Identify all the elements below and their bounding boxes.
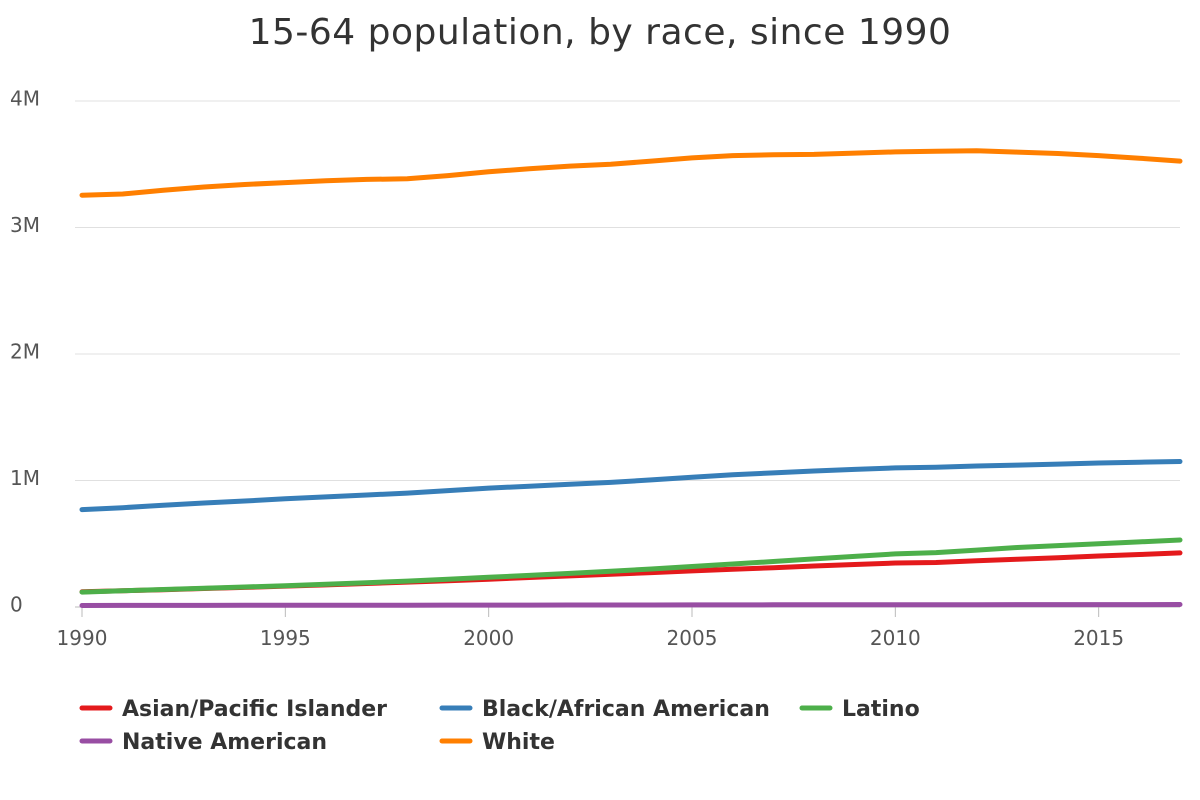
y-tick-label: 0 bbox=[10, 593, 23, 617]
legend-label-latino: Latino bbox=[842, 697, 920, 722]
y-tick-label: 2M bbox=[10, 340, 40, 364]
y-tick-label: 1M bbox=[10, 466, 40, 490]
legend-label-native-american: Native American bbox=[122, 730, 327, 755]
series-line-latino bbox=[79, 537, 1183, 595]
axis-layer: 0 1M 2M 3M 4M 1990 1995 2000 2005 2010 2015 bbox=[10, 87, 1124, 651]
series-layer bbox=[79, 148, 1183, 608]
legend: Asian/Pacific Islander Black/African Amer… bbox=[79, 697, 920, 755]
series-line-native-american bbox=[79, 602, 1183, 608]
chart-title: 15-64 population, by race, since 1990 bbox=[248, 12, 952, 53]
grid-layer bbox=[75, 100, 1180, 608]
legend-label-white: White bbox=[482, 730, 555, 755]
series-line-white bbox=[79, 148, 1183, 198]
x-tick-label: 2010 bbox=[870, 626, 921, 650]
x-tick-label: 2005 bbox=[667, 626, 718, 650]
x-tick-label: 1990 bbox=[57, 626, 108, 650]
x-tick-label: 2015 bbox=[1073, 626, 1124, 650]
legend-label-black-african-american: Black/African American bbox=[482, 697, 770, 722]
series-line-black-african-american bbox=[79, 459, 1183, 513]
y-tick-label: 4M bbox=[10, 87, 40, 111]
x-tick-label: 1995 bbox=[260, 626, 311, 650]
y-tick-label: 3M bbox=[10, 213, 40, 237]
legend-label-asian-pacific-islander: Asian/Pacific Islander bbox=[122, 697, 387, 722]
x-tick-label: 2000 bbox=[463, 626, 514, 650]
